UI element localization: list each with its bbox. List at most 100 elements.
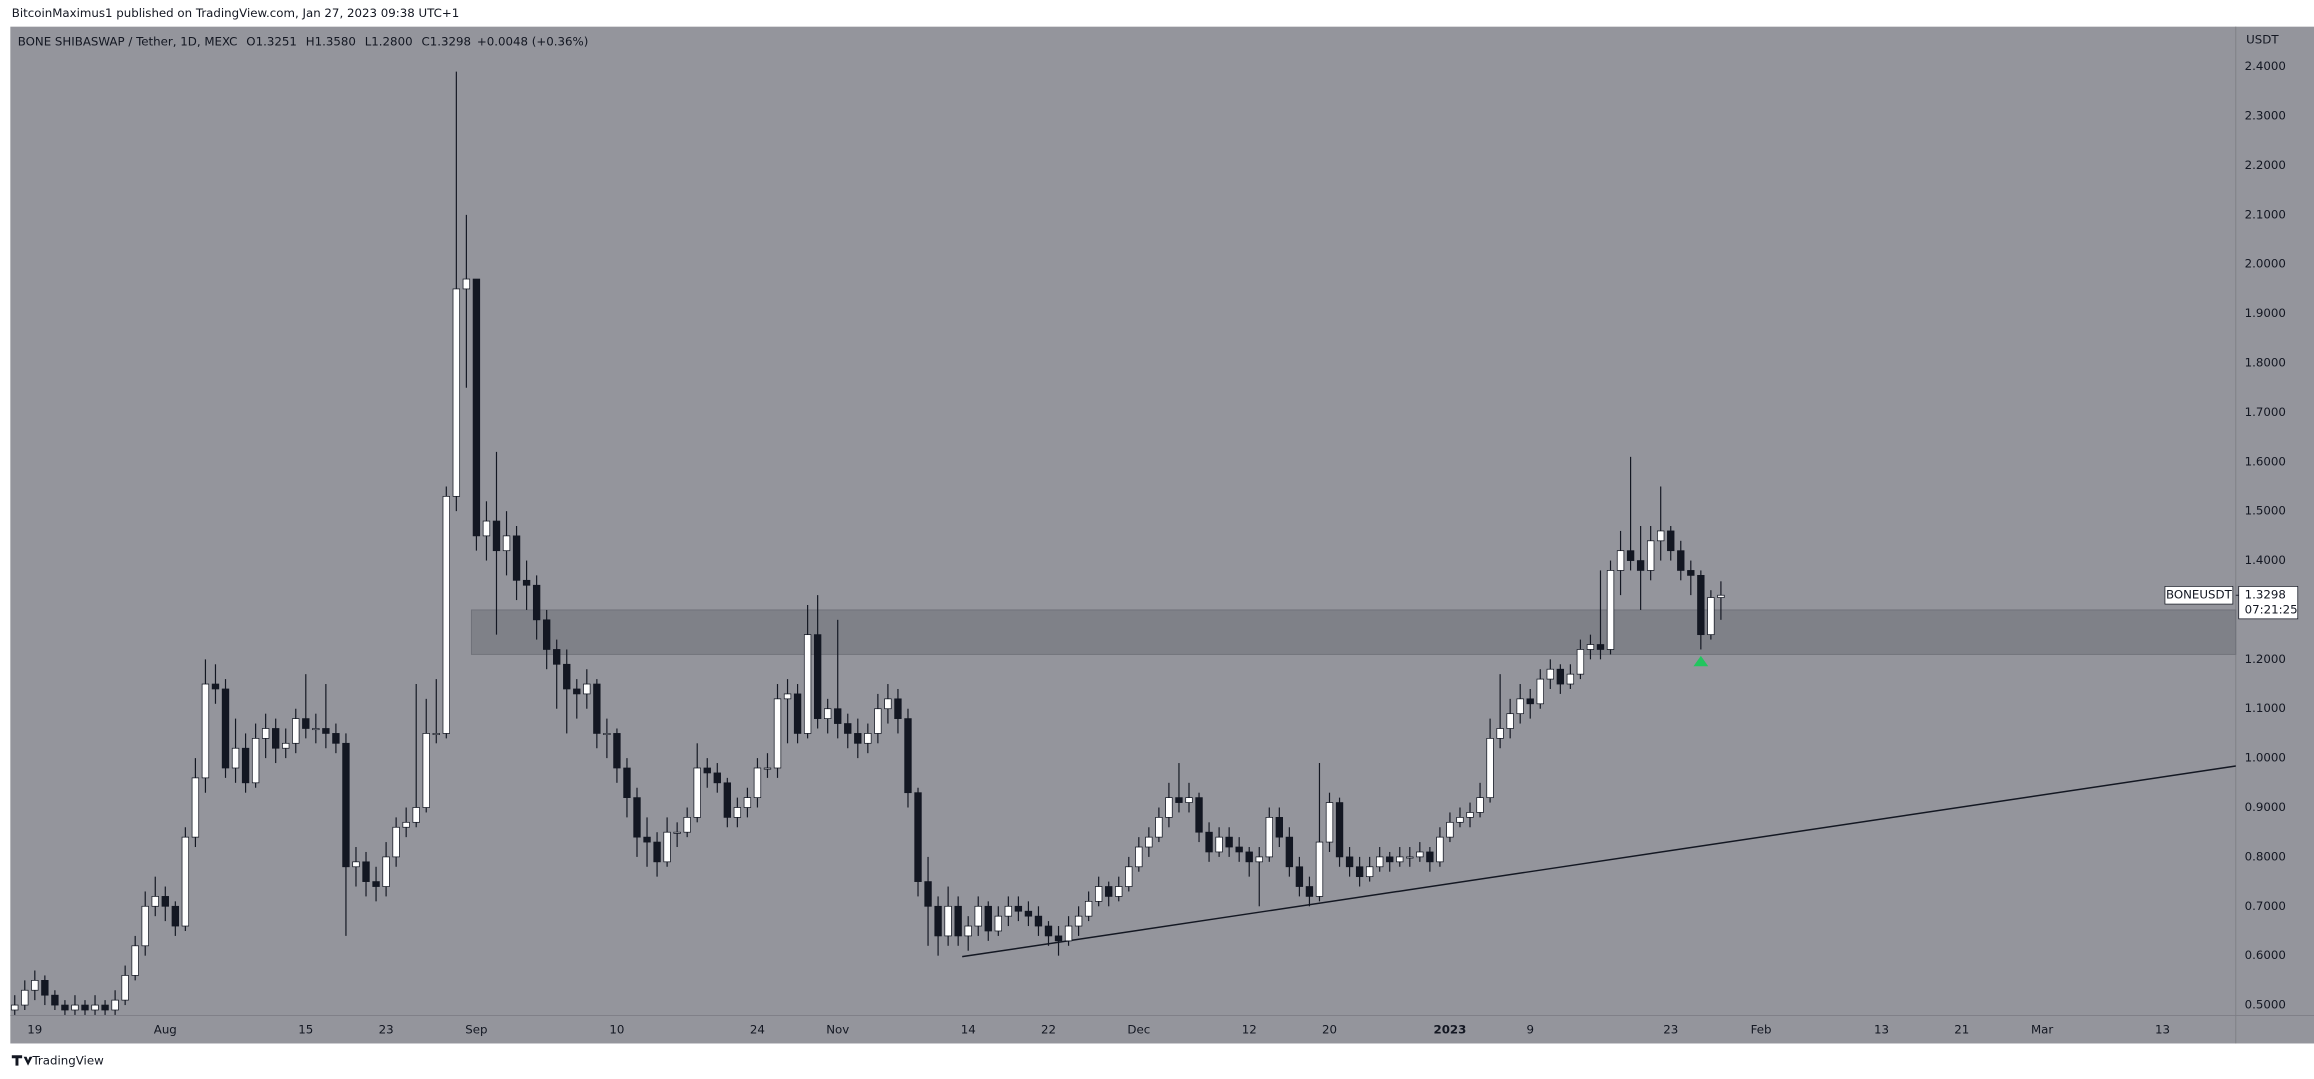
candle-body: [372, 881, 380, 887]
candle-body: [844, 723, 852, 734]
candle-body: [1386, 856, 1394, 863]
candle-body: [1195, 797, 1203, 833]
countdown-tag: 07:21:25: [2245, 602, 2298, 616]
candle-body: [51, 994, 59, 1006]
y-tick-label: 1.0000: [2245, 751, 2286, 765]
y-tick-label: 0.7000: [2245, 899, 2286, 913]
candle-body: [61, 1004, 69, 1011]
x-tick-label: Nov: [826, 1023, 849, 1037]
candle-body: [101, 1004, 109, 1011]
candle-body: [1546, 668, 1554, 680]
x-tick-label: 13: [1874, 1023, 1889, 1037]
candle-body: [382, 856, 390, 887]
y-tick-label: 1.9000: [2245, 306, 2286, 320]
price-tag: 1.3298: [2245, 588, 2286, 602]
candle-body: [994, 915, 1002, 932]
candle-body: [904, 718, 912, 794]
y-tick-label: 1.8000: [2245, 356, 2286, 370]
candle-body: [1265, 817, 1273, 858]
legend-key: H: [306, 34, 315, 48]
candle-body: [1275, 817, 1284, 838]
candle-body: [583, 683, 591, 695]
candle-body: [1646, 540, 1655, 571]
y-tick-label: 1.4000: [2245, 553, 2286, 567]
candle-body: [1315, 841, 1324, 897]
candle-body: [1094, 886, 1103, 902]
symbol-tag: BONEUSDT: [2166, 588, 2233, 602]
y-tick-label: 0.9000: [2245, 800, 2286, 814]
candle-body: [81, 1004, 89, 1011]
x-tick-label: 2023: [1434, 1023, 1467, 1037]
candle-body: [1185, 797, 1193, 803]
candle-body: [693, 767, 701, 818]
candle-body: [21, 989, 29, 1006]
candle-body: [763, 767, 772, 770]
candle-body: [1677, 550, 1685, 571]
candle-body: [1305, 886, 1314, 897]
candle-body: [1636, 560, 1645, 571]
candle-body: [272, 728, 280, 749]
candle-body: [1396, 856, 1404, 863]
candle-body: [1566, 673, 1575, 685]
candle-body: [1165, 797, 1173, 818]
candle-body: [1606, 570, 1615, 650]
x-tick-label: 15: [298, 1023, 313, 1037]
candle-body: [432, 733, 440, 735]
candle-body: [402, 821, 410, 828]
candle-body: [312, 728, 320, 731]
candle-body: [161, 896, 169, 907]
candle-body: [884, 698, 892, 710]
candle-body: [282, 742, 290, 749]
candle-body: [1084, 900, 1093, 917]
candle-body: [452, 288, 461, 497]
y-tick-label: 1.7000: [2245, 405, 2286, 419]
x-tick-label: 21: [1954, 1023, 1969, 1037]
candle-body: [603, 733, 611, 735]
symbol: BONE SHIBASWAP / Tether, 1D, MEXC: [18, 34, 238, 48]
candle-body: [442, 495, 450, 734]
candle-body: [1596, 644, 1605, 650]
legend-value: 1.3298: [430, 34, 471, 48]
candle-body: [1054, 935, 1063, 942]
candle-body: [492, 520, 501, 552]
candle-body: [1516, 698, 1524, 715]
y-tick-label: 2.1000: [2245, 207, 2286, 221]
candle-body: [773, 698, 782, 769]
x-tick-label: 19: [27, 1023, 42, 1037]
trendline: [962, 765, 2236, 958]
candle-body: [1345, 856, 1354, 868]
candle-body: [1717, 594, 1725, 598]
candle-body: [482, 520, 491, 537]
candle-body: [1526, 698, 1534, 705]
candle-body: [683, 817, 691, 833]
candle-body: [864, 733, 872, 744]
x-tick-label: 14: [961, 1023, 976, 1037]
candle-body: [1586, 644, 1595, 650]
candle-body: [1657, 530, 1665, 542]
candle-body: [793, 693, 802, 734]
candle-body: [1135, 846, 1143, 868]
candle-body: [1335, 802, 1344, 858]
candle-body: [422, 733, 430, 808]
candle-body: [1074, 915, 1083, 927]
candle-body: [573, 688, 581, 695]
candle-body: [854, 733, 862, 744]
x-tick-label: 13: [2155, 1023, 2170, 1037]
candle-body: [1365, 866, 1374, 878]
legend-key: C: [421, 34, 429, 48]
legend-change: +0.0048 (+0.36%): [477, 34, 588, 48]
candle-body: [502, 535, 511, 552]
candle-body: [211, 683, 220, 690]
candle-body: [1446, 821, 1454, 838]
candle-body: [1064, 925, 1073, 942]
candle-body: [221, 688, 230, 769]
candle-body: [392, 826, 400, 858]
candle-body: [1004, 905, 1013, 917]
candle-body: [31, 979, 39, 991]
candle-body: [944, 905, 952, 937]
candle-body: [412, 807, 420, 823]
candle-body: [1576, 649, 1585, 675]
support-zone: [470, 609, 2237, 655]
x-tick-label: 20: [1322, 1023, 1337, 1037]
